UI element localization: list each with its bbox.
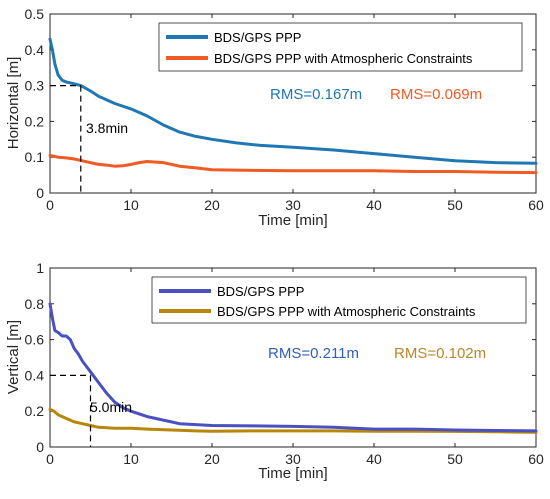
y-tick-label: 0.3 bbox=[25, 78, 45, 94]
legend-box bbox=[158, 22, 523, 72]
x-ticks: 0 10 20 30 40 50 60 bbox=[46, 14, 544, 213]
x-tick-label: 60 bbox=[528, 197, 544, 213]
y-axis-label: Horizontal [m] bbox=[5, 57, 22, 150]
rms-label-series-1: RMS=0.167m bbox=[270, 86, 362, 103]
x-axis-label: Time [min] bbox=[258, 465, 327, 482]
x-tick-label: 40 bbox=[366, 197, 382, 213]
y-tick-label: 0 bbox=[36, 439, 44, 455]
y-ticks: 0 0.1 0.2 0.3 0.4 0.5 bbox=[25, 6, 536, 201]
x-tick-label: 30 bbox=[285, 197, 301, 213]
convergence-time-label: 5.0min bbox=[90, 399, 132, 415]
x-tick-label: 20 bbox=[204, 451, 220, 467]
y-ticks: 0 0.2 0.4 0.6 0.8 1 bbox=[25, 260, 536, 455]
x-tick-label: 30 bbox=[285, 451, 301, 467]
series-line-1 bbox=[48, 37, 538, 165]
y-axis-label: Vertical [m] bbox=[5, 320, 22, 394]
y-tick-label: 0.5 bbox=[25, 6, 45, 22]
convergence-guides bbox=[50, 84, 82, 193]
series-line-2 bbox=[48, 153, 538, 175]
y-tick-label: 0.1 bbox=[25, 149, 45, 165]
convergence-guides bbox=[50, 374, 92, 447]
y-tick-label: 0 bbox=[36, 185, 44, 201]
legend: BDS/GPS PPP BDS/GPS PPP with Atmospheric… bbox=[158, 22, 523, 72]
legend-label-series-1: BDS/GPS PPP bbox=[217, 284, 304, 299]
legend-label-series-2: BDS/GPS PPP with Atmospheric Constraints bbox=[214, 51, 473, 66]
series-group bbox=[48, 302, 538, 434]
x-tick-label: 20 bbox=[204, 197, 220, 213]
x-ticks: 0 10 20 30 40 50 60 bbox=[46, 268, 544, 467]
y-tick-label: 0.2 bbox=[25, 113, 45, 129]
series-group bbox=[48, 37, 538, 175]
x-tick-label: 0 bbox=[46, 451, 54, 467]
series-line-2 bbox=[48, 407, 538, 434]
legend-label-series-1: BDS/GPS PPP bbox=[214, 30, 301, 45]
x-tick-label: 0 bbox=[46, 197, 54, 213]
legend-label-series-2: BDS/GPS PPP with Atmospheric Constraints bbox=[217, 304, 476, 319]
x-tick-label: 10 bbox=[123, 197, 139, 213]
convergence-time-label: 3.8min bbox=[86, 120, 128, 136]
rms-label-series-2: RMS=0.102m bbox=[394, 345, 486, 362]
vertical-panel: 0 10 20 30 40 50 60 00.20.40.60.81 Time [min] … bbox=[5, 260, 544, 482]
rms-label-series-1: RMS=0.211m bbox=[268, 345, 359, 362]
y-tick-label: 0.8 bbox=[25, 296, 45, 312]
x-tick-label: 50 bbox=[447, 197, 463, 213]
x-tick-label: 50 bbox=[447, 451, 463, 467]
y-tick-label: 0.2 bbox=[25, 403, 45, 419]
rms-label-series-2: RMS=0.069m bbox=[390, 86, 482, 103]
y-tick-label: 1 bbox=[36, 260, 44, 276]
x-tick-label: 60 bbox=[528, 451, 544, 467]
y-tick-label: 0.4 bbox=[25, 42, 45, 58]
legend-box bbox=[151, 276, 527, 324]
x-tick-label: 40 bbox=[366, 451, 382, 467]
y-tick-label: 0.4 bbox=[25, 367, 45, 383]
y-tick-label: 0.6 bbox=[25, 332, 45, 348]
x-tick-label: 10 bbox=[123, 451, 139, 467]
horizontal-panel: 0 10 20 30 40 50 60 0 0.1 0.2 0.3 0.4 0.5 Time [min… bbox=[5, 6, 544, 229]
x-axis-label: Time [min] bbox=[258, 212, 327, 229]
series-line-1 bbox=[48, 302, 538, 433]
legend: BDS/GPS PPP BDS/GPS PPP with Atmospheric… bbox=[151, 276, 527, 324]
